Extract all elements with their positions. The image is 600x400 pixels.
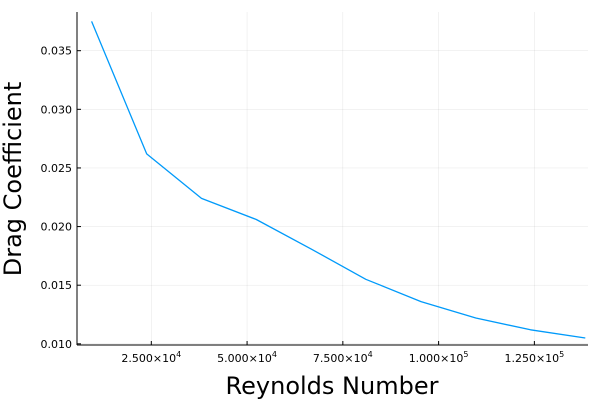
axes <box>76 12 588 346</box>
y-axis-title: Drag Coefficient <box>0 82 27 277</box>
series-line <box>90 21 586 339</box>
y-tick-label: 0.020 <box>41 221 73 234</box>
y-tick-label: 0.015 <box>41 279 73 292</box>
grid-lines <box>77 12 588 345</box>
y-tick-label: 0.010 <box>41 338 73 351</box>
y-tick-label: 0.035 <box>41 45 73 58</box>
x-tick-exponent: 4 <box>272 350 277 359</box>
x-tick-exponent: 4 <box>368 350 373 359</box>
x-tick-exponent: 5 <box>463 350 468 359</box>
x-tick-label: 1.000×105 <box>409 350 469 365</box>
ticks: 2.500×104 5.000×104 7.500×104 1.000×105 1.25… <box>41 45 565 365</box>
x-tick-label: 7.500×104 <box>313 350 373 365</box>
x-tick-label: 2.500×104 <box>121 350 181 365</box>
x-tick-exponent: 5 <box>559 350 564 359</box>
x-tick-exponent: 4 <box>176 350 181 359</box>
x-tick-label: 1.250×105 <box>504 350 564 365</box>
x-axis-title: Reynolds Number <box>226 372 439 400</box>
x-tick-label: 5.000×104 <box>217 350 277 365</box>
y-tick-label: 0.030 <box>41 103 73 116</box>
series <box>90 21 586 339</box>
y-tick-label: 0.025 <box>41 162 73 175</box>
